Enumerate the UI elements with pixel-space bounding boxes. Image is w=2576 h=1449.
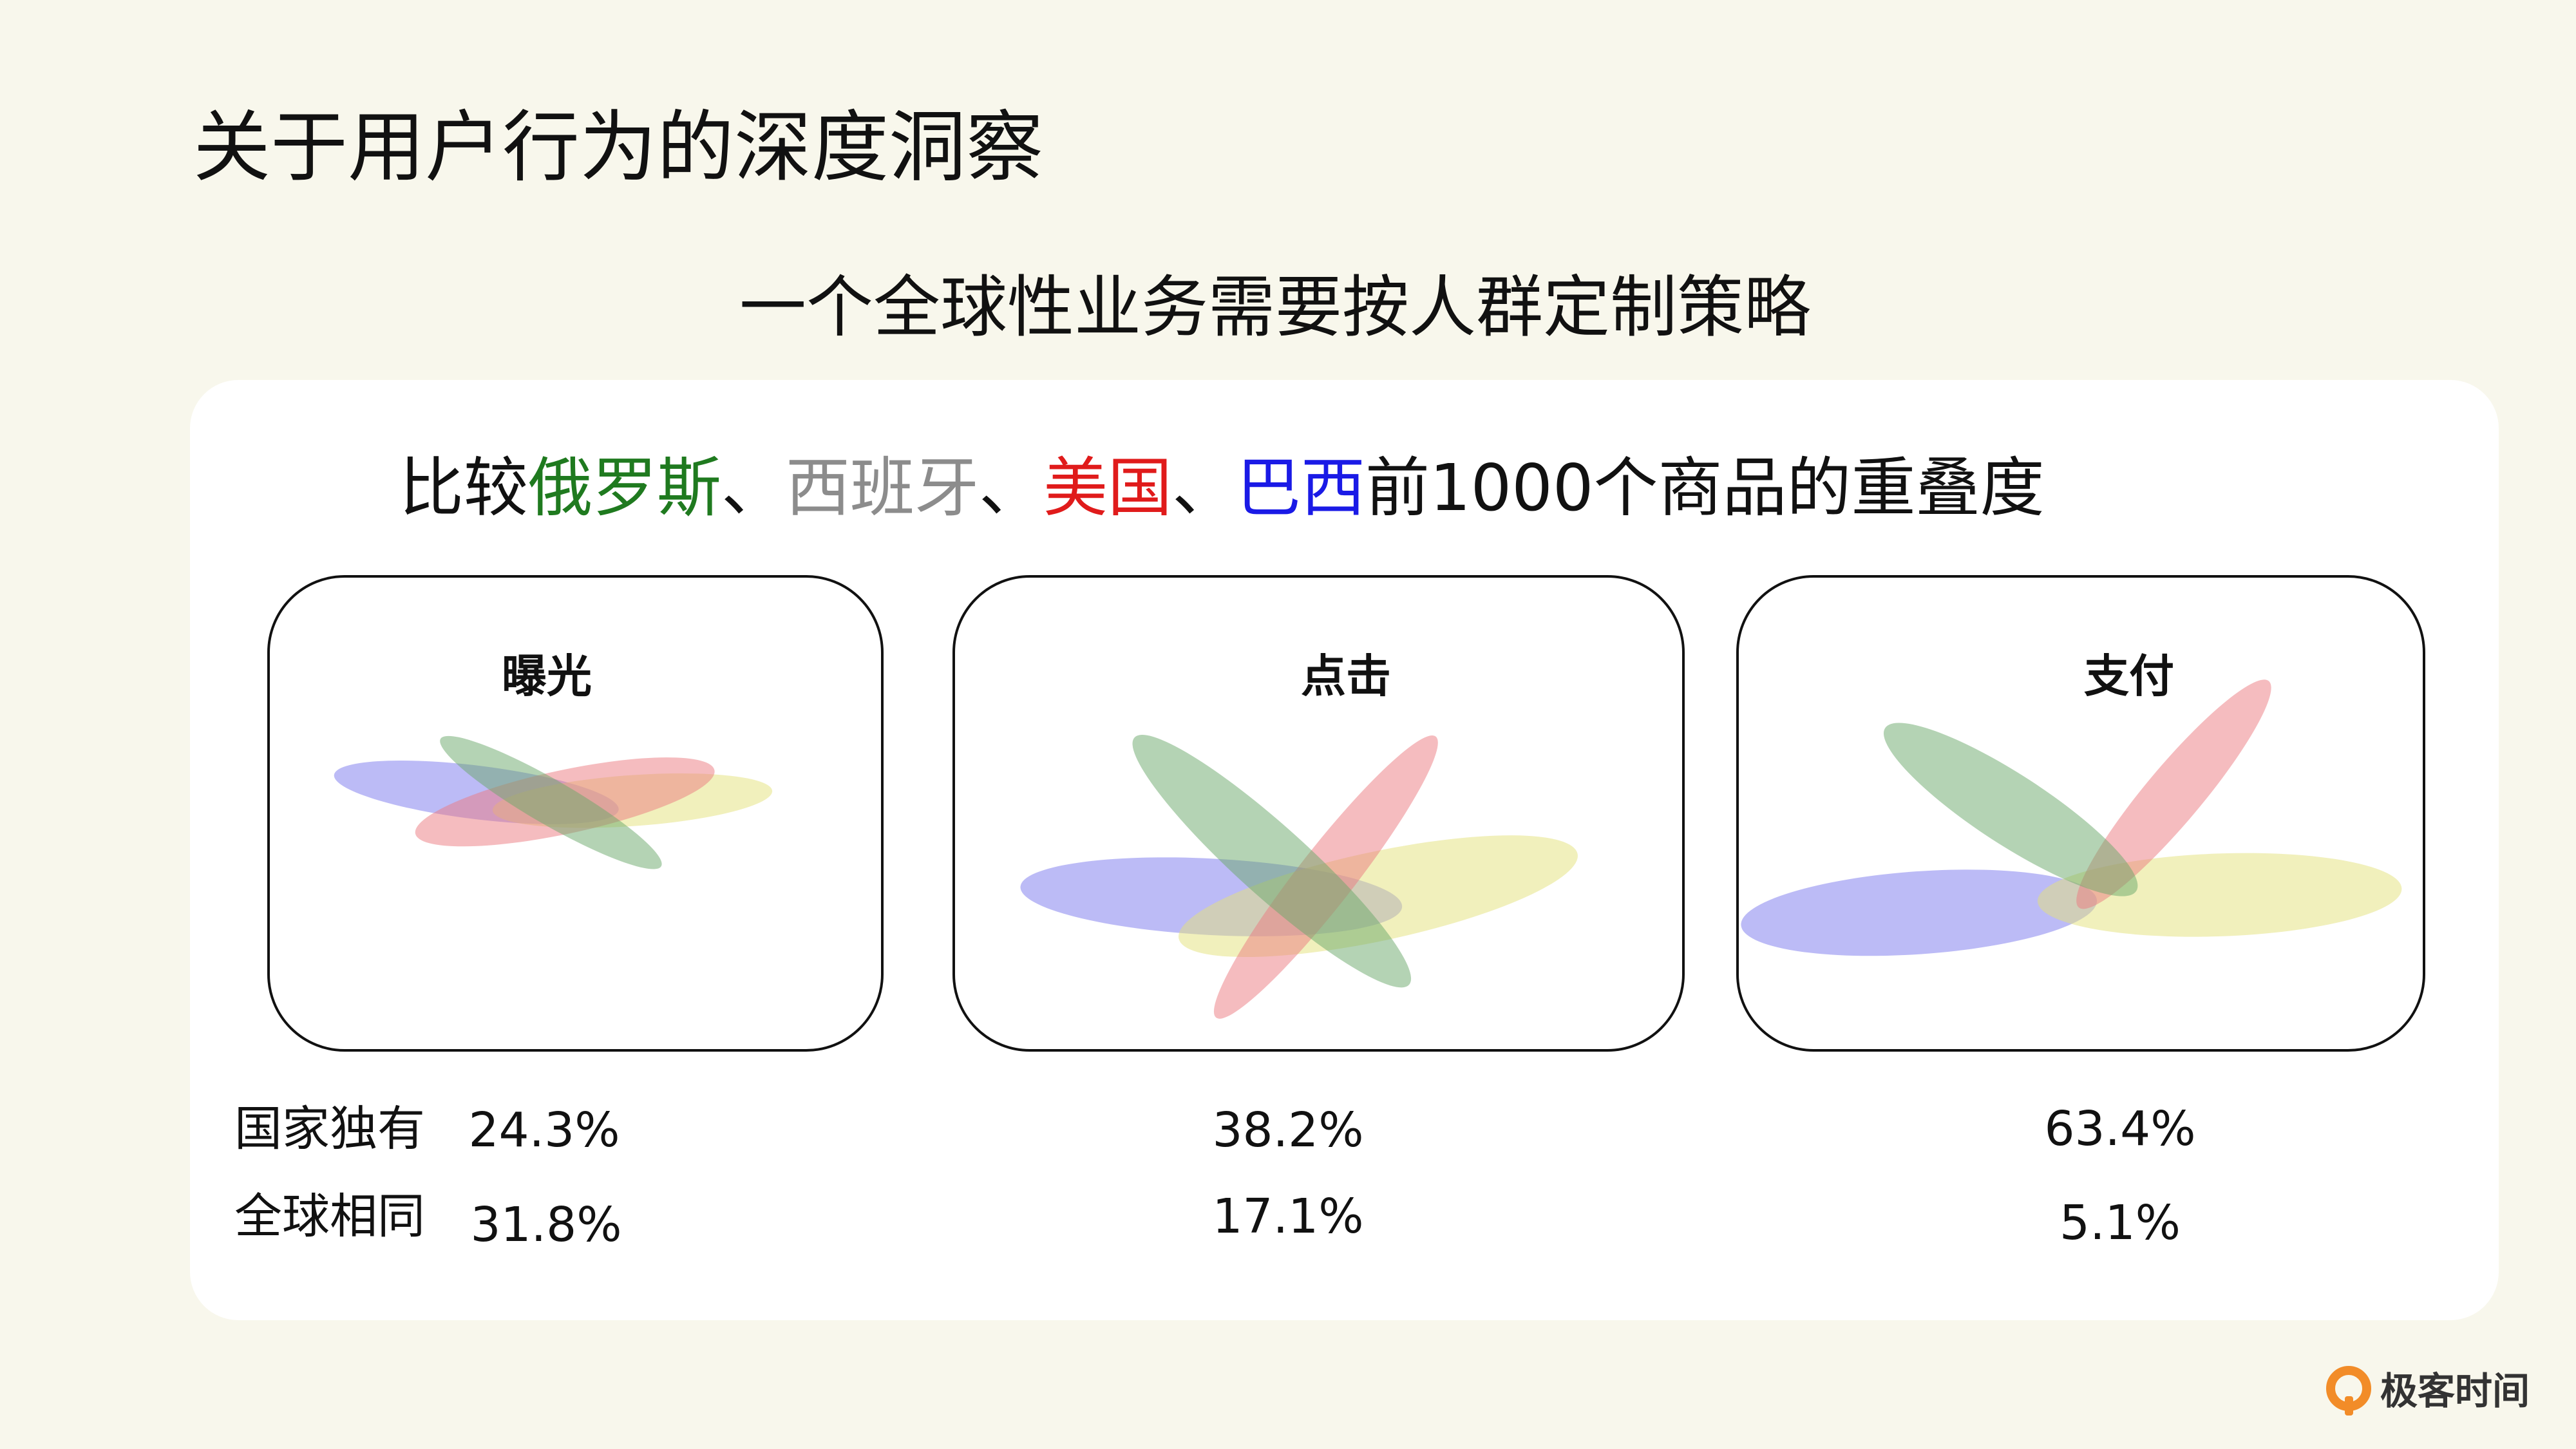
- venn-ellipse-russia: [1132, 735, 1412, 988]
- panel-title-pay: 支付: [2084, 650, 2174, 703]
- venn-ellipse-usa: [2076, 679, 2271, 909]
- venn-ellipse-russia: [440, 735, 662, 869]
- venn-panel-exposure: 曝光: [267, 575, 884, 1052]
- country-russia: 俄罗斯: [528, 450, 721, 526]
- venn-diagram-click: [1020, 735, 1578, 1019]
- venn-ellipse-brazil: [1741, 869, 2098, 956]
- brand-name: 极客时间: [2380, 1369, 2530, 1413]
- country-brazil: 巴西: [1236, 450, 1365, 526]
- country-spain: 西班牙: [786, 450, 979, 526]
- unique-value-exposure: 24.3%: [468, 1103, 620, 1158]
- row-label-unique: 国家独有: [234, 1101, 425, 1157]
- brand-logo: 极客时间: [2325, 1365, 2530, 1417]
- page-subtitle: 一个全球性业务需要按人群定制策略: [739, 268, 1811, 346]
- unique-value-click: 38.2%: [1212, 1103, 1364, 1158]
- brand-logo-icon: [2326, 1366, 2371, 1416]
- unique-value-pay: 63.4%: [2044, 1101, 2196, 1157]
- common-value-click: 17.1%: [1212, 1189, 1364, 1244]
- venn-diagram-pay: [1741, 679, 2402, 956]
- separator: 、: [979, 450, 1043, 526]
- venn-ellipse-russia: [1883, 723, 2138, 896]
- common-value-pay: 5.1%: [2060, 1195, 2181, 1251]
- separator: 、: [1172, 450, 1236, 526]
- comparison-suffix: 前1000个商品的重叠度: [1365, 450, 2045, 526]
- panel-title-exposure: 曝光: [502, 650, 592, 703]
- comparison-heading: 比较俄罗斯、西班牙、美国、巴西前1000个商品的重叠度: [399, 456, 2045, 520]
- page-title: 关于用户行为的深度洞察: [193, 103, 1043, 193]
- separator: 、: [721, 450, 786, 526]
- comparison-prefix: 比较: [399, 450, 528, 526]
- venn-panel-click: 点击: [952, 575, 1685, 1052]
- common-value-exposure: 31.8%: [470, 1197, 622, 1253]
- country-usa: 美国: [1043, 450, 1172, 526]
- venn-panel-pay: 支付: [1736, 575, 2425, 1052]
- panel-title-click: 点击: [1301, 650, 1391, 703]
- row-label-common: 全球相同: [234, 1189, 425, 1244]
- venn-diagram-exposure: [334, 735, 773, 869]
